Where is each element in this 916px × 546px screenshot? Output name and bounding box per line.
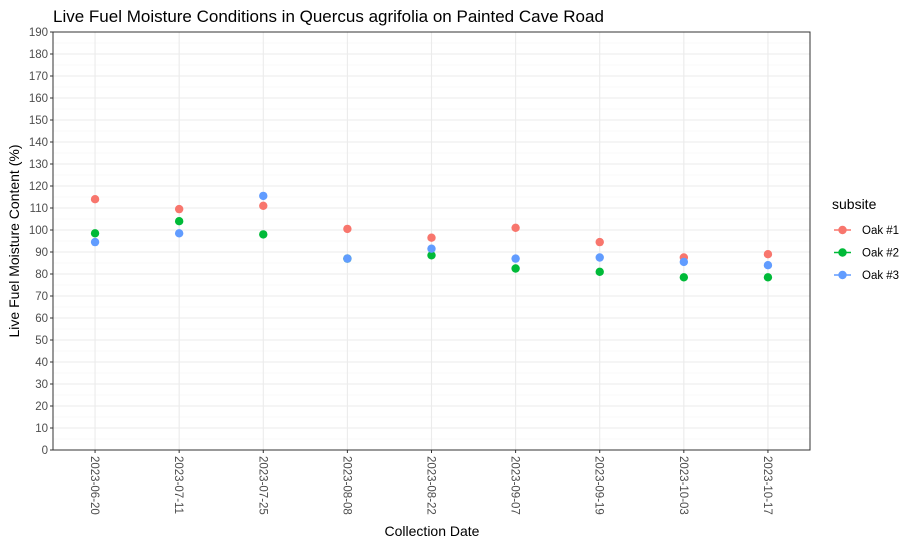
y-tick-label: 170 (29, 71, 48, 83)
x-tick-label: 2023-10-03 (677, 456, 689, 515)
plot-panel-border (52, 31, 811, 451)
data-point (427, 244, 436, 253)
y-tick-label: 110 (30, 203, 48, 215)
data-point (763, 250, 773, 259)
y-tick-label: 100 (29, 225, 48, 237)
x-axis-ticks: 2023-06-20 2023-07-11 2023-07-25 2023-08-08… (88, 450, 773, 515)
data-point (90, 237, 100, 247)
data-point (343, 224, 352, 234)
legend-title: subsite (832, 196, 877, 212)
data-point (259, 201, 268, 210)
y-tick-label: 60 (35, 313, 48, 325)
x-axis-title: Collection Date (385, 523, 480, 539)
data-point (595, 253, 604, 262)
y-axis-ticks: 0 10 20 30 40 50 60 70 80 90 100 110 120 130 140 150 160… (29, 27, 53, 457)
y-tick-label: 80 (35, 269, 48, 281)
legend: subsite Oak #1 Oak #2 Oak #3 (832, 196, 899, 282)
legend-item: Oak #3 (834, 270, 899, 282)
y-tick-label: 0 (42, 445, 48, 457)
data-point (427, 233, 436, 242)
y-tick-label: 180 (29, 49, 48, 61)
x-tick-label: 2023-09-07 (509, 456, 521, 515)
legend-label: Oak #3 (862, 270, 899, 282)
data-point (763, 261, 773, 270)
y-tick-label: 150 (29, 115, 48, 127)
legend-key-point (838, 270, 847, 280)
x-tick-label: 2023-06-20 (88, 456, 100, 515)
y-tick-label: 40 (35, 357, 48, 369)
data-point (511, 223, 520, 232)
data-point (259, 230, 268, 239)
data-point (174, 229, 184, 238)
legend-item: Oak #1 (834, 225, 899, 237)
data-point (595, 267, 604, 276)
data-point (90, 195, 100, 204)
data-points (90, 191, 773, 282)
y-axis-title: Live Fuel Moisture Content (%) (6, 145, 22, 338)
y-tick-label: 160 (29, 93, 48, 105)
y-tick-label: 10 (35, 423, 48, 435)
data-point (259, 191, 268, 201)
data-point (595, 237, 604, 247)
legend-key-point (838, 248, 847, 257)
data-point (427, 251, 436, 260)
legend-item: Oak #2 (834, 248, 899, 260)
legend-label: Oak #1 (862, 225, 899, 237)
data-point (679, 273, 689, 282)
y-tick-label: 20 (35, 401, 48, 413)
y-tick-label: 70 (35, 291, 48, 303)
x-tick-label: 2023-10-17 (761, 456, 773, 515)
y-tick-label: 50 (35, 335, 48, 347)
legend-label: Oak #2 (862, 248, 899, 260)
y-tick-label: 30 (35, 379, 48, 391)
data-point (511, 254, 520, 263)
x-tick-label: 2023-08-22 (425, 456, 437, 515)
x-tick-label: 2023-07-11 (172, 456, 184, 514)
x-tick-label: 2023-09-19 (593, 456, 605, 515)
y-tick-label: 120 (29, 181, 48, 193)
y-tick-label: 90 (35, 247, 48, 259)
data-point (343, 254, 352, 263)
y-tick-label: 190 (29, 27, 48, 39)
data-point (90, 229, 100, 238)
y-tick-label: 130 (29, 159, 48, 171)
data-point (174, 217, 184, 226)
data-point (763, 273, 773, 282)
x-tick-label: 2023-07-25 (256, 456, 268, 515)
legend-key-point (838, 225, 847, 235)
data-point (679, 257, 689, 267)
y-tick-label: 140 (29, 137, 48, 149)
data-point (511, 264, 520, 273)
chart-title: Live Fuel Moisture Conditions in Quercus… (53, 7, 604, 26)
x-tick-label: 2023-08-08 (340, 456, 352, 515)
data-point (174, 204, 184, 214)
